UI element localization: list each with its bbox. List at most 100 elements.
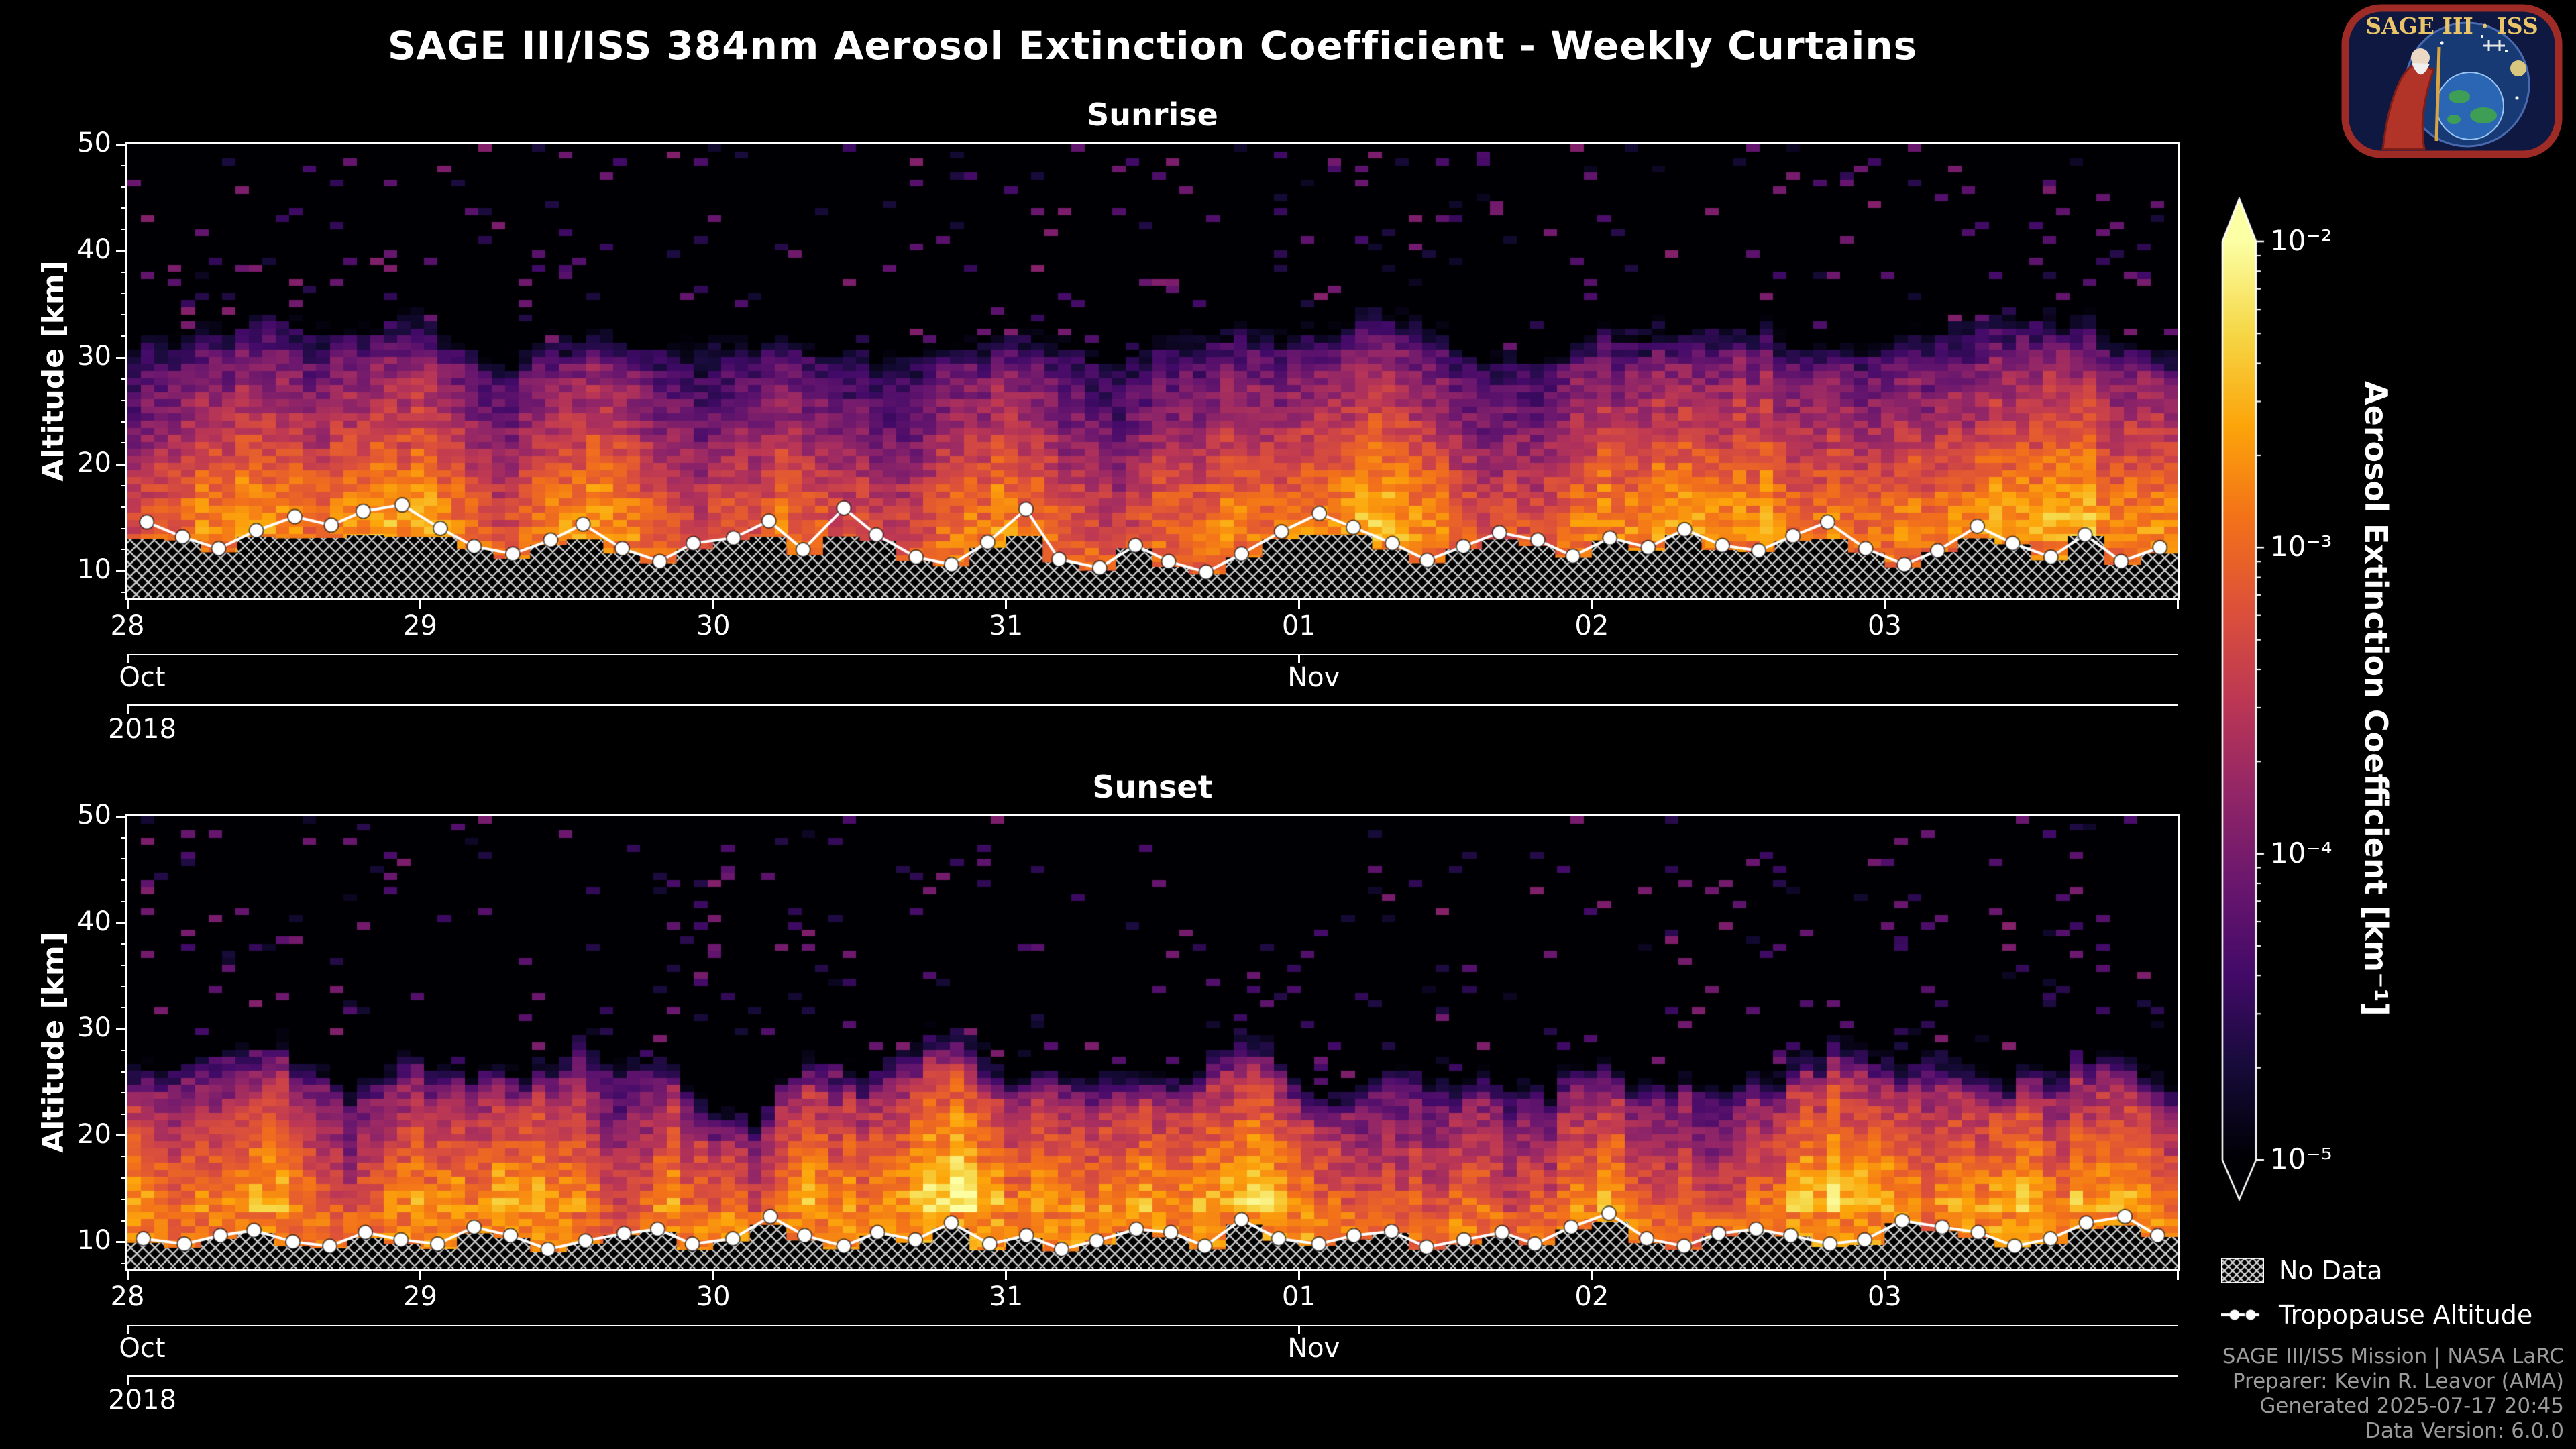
y-minor-tick xyxy=(121,506,125,508)
y-minor-tick xyxy=(121,965,125,967)
y-tick xyxy=(116,570,125,572)
y-tick xyxy=(116,1134,125,1137)
y-minor-tick xyxy=(121,527,125,529)
footer-credits: SAGE III/ISS Mission | NASA LaRC Preparer… xyxy=(2222,1344,2564,1444)
x-tick xyxy=(1591,1271,1593,1280)
earth-icon xyxy=(2436,72,2504,140)
y-minor-tick xyxy=(121,879,125,881)
y-minor-tick xyxy=(121,335,125,337)
tropopause-line-icon xyxy=(2221,1305,2264,1325)
panel-title-sunrise: Sunrise xyxy=(1087,97,1218,133)
colorbar-tick-label: 10⁻⁴ xyxy=(2270,836,2332,869)
star-icon xyxy=(2440,41,2444,45)
y-tick xyxy=(116,143,125,146)
earth-land xyxy=(2449,90,2470,103)
colorbar-tick-label: 10⁻² xyxy=(2270,224,2332,257)
x-tick xyxy=(712,600,714,609)
y-minor-tick xyxy=(121,442,125,444)
x-tick-label: 02 xyxy=(1574,1281,1609,1312)
month-label: Oct xyxy=(119,662,166,693)
y-tick-label: 30 xyxy=(77,1012,111,1044)
y-tick-label: 30 xyxy=(77,341,111,372)
y-minor-tick xyxy=(121,900,125,902)
year-label: 2018 xyxy=(108,714,176,745)
sunrise-heatmap-plot xyxy=(125,142,2180,600)
x-tick xyxy=(1591,600,1593,609)
x-tick xyxy=(126,1271,129,1280)
month-tick xyxy=(1297,1325,1300,1334)
y-minor-tick xyxy=(121,1114,125,1116)
footer-line: Generated 2025-07-17 20:45 xyxy=(2259,1394,2564,1418)
month-label: Nov xyxy=(1287,662,1340,693)
x-tick-label: 28 xyxy=(110,1281,145,1312)
footer-line: SAGE III/ISS Mission | NASA LaRC xyxy=(2222,1344,2564,1368)
y-minor-tick xyxy=(121,207,125,209)
wizard-beard xyxy=(2412,63,2430,75)
y-minor-tick xyxy=(121,592,125,594)
y-minor-tick xyxy=(121,1092,125,1094)
y-minor-tick xyxy=(121,1177,125,1179)
y-minor-tick xyxy=(121,985,125,987)
y-tick xyxy=(116,463,125,466)
y-minor-tick xyxy=(121,378,125,380)
x-tick xyxy=(1005,600,1008,609)
y-tick-label: 10 xyxy=(77,554,111,586)
wizard-staff xyxy=(2434,46,2441,142)
y-tick-label: 40 xyxy=(77,906,111,937)
sunset-heatmap-plot xyxy=(125,814,2180,1271)
y-minor-tick xyxy=(121,1049,125,1051)
y-minor-tick xyxy=(121,1263,125,1265)
month-tick xyxy=(126,654,129,663)
year-tick xyxy=(127,704,129,714)
y-tick xyxy=(116,356,125,359)
x-tick xyxy=(419,1271,422,1280)
earth-land xyxy=(2447,115,2461,124)
legend-tropopause-label: Tropopause Altitude xyxy=(2279,1300,2533,1330)
x-tick-label: 30 xyxy=(696,1281,731,1312)
panel-title-sunset: Sunset xyxy=(1092,769,1213,805)
footer-line: Data Version: 6.0.0 xyxy=(2364,1419,2564,1443)
month-separator-line xyxy=(127,1325,2178,1326)
mission-patch-logo: SAGE III · ISS xyxy=(2341,4,2563,158)
y-tick-label: 20 xyxy=(77,1118,111,1150)
colorbar-label: Aerosol Extinction Coefficient [km⁻¹] xyxy=(2358,380,2394,1016)
y-minor-tick xyxy=(121,1156,125,1158)
wizard-head xyxy=(2411,48,2430,67)
x-tick xyxy=(1883,600,1886,609)
moon-icon xyxy=(2510,60,2526,76)
x-tick-label: 31 xyxy=(989,610,1024,641)
logo-title: SAGE III · ISS xyxy=(2365,13,2538,39)
y-tick xyxy=(116,922,125,924)
y-tick xyxy=(116,1028,125,1030)
x-tick-label: 31 xyxy=(989,1281,1024,1312)
y-tick-label: 20 xyxy=(77,447,111,479)
colorbar-tick-label: 10⁻³ xyxy=(2270,530,2332,564)
colorbar-tick-label: 10⁻⁵ xyxy=(2270,1142,2332,1175)
star-icon xyxy=(2515,96,2519,100)
x-tick xyxy=(126,600,129,609)
x-tick-label: 01 xyxy=(1281,610,1316,641)
x-tick-label: 03 xyxy=(1867,610,1902,641)
month-tick xyxy=(1297,654,1300,663)
month-label: Nov xyxy=(1287,1333,1340,1364)
iss-icon xyxy=(2483,40,2505,51)
month-separator-line xyxy=(127,654,2178,655)
star-icon xyxy=(2481,35,2483,38)
earth-land xyxy=(2470,107,2497,123)
y-tick xyxy=(116,815,125,818)
x-tick-label: 28 xyxy=(110,610,145,641)
y-minor-tick xyxy=(121,229,125,231)
y-tick-label: 50 xyxy=(77,800,111,830)
y-minor-tick xyxy=(121,292,125,294)
year-separator-line xyxy=(127,1375,2178,1377)
y-minor-tick xyxy=(121,858,125,860)
y-tick-label: 50 xyxy=(77,127,111,158)
x-tick-label: 29 xyxy=(403,610,438,641)
y-minor-tick xyxy=(121,1007,125,1009)
y-minor-tick xyxy=(121,1198,125,1200)
y-minor-tick xyxy=(121,421,125,423)
y-minor-tick xyxy=(121,186,125,188)
x-tick-label: 03 xyxy=(1867,1281,1902,1312)
y-minor-tick xyxy=(121,1071,125,1073)
